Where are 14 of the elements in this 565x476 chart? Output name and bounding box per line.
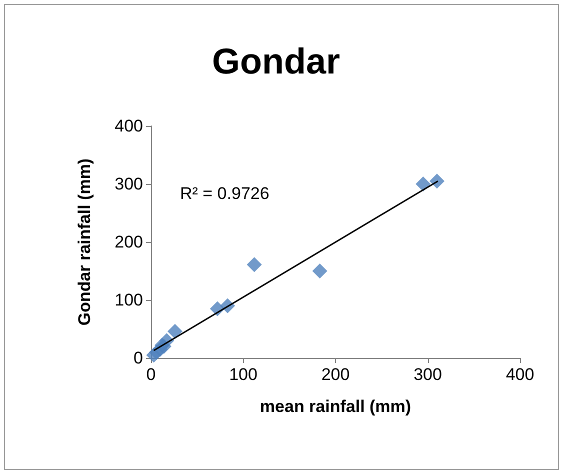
y-axis-title: Gondar rainfall (mm) xyxy=(75,158,94,326)
x-axis-title: mean rainfall (mm) xyxy=(260,397,412,416)
x-tick-label: 200 xyxy=(321,365,350,384)
y-tick-label: 300 xyxy=(114,174,143,194)
x-tick-label: 0 xyxy=(146,365,156,384)
x-tick-label: 300 xyxy=(414,365,442,384)
y-tick-label: 0 xyxy=(134,348,143,368)
x-tick-label: 400 xyxy=(506,365,534,384)
y-tick-label: 200 xyxy=(114,232,143,252)
y-tick-label: 100 xyxy=(114,290,143,310)
x-tick-label: 100 xyxy=(229,365,258,384)
chart-title: Gondar xyxy=(212,40,340,82)
annotation: R² = 0.9726 xyxy=(180,184,270,203)
y-tick-label: 400 xyxy=(114,116,143,136)
